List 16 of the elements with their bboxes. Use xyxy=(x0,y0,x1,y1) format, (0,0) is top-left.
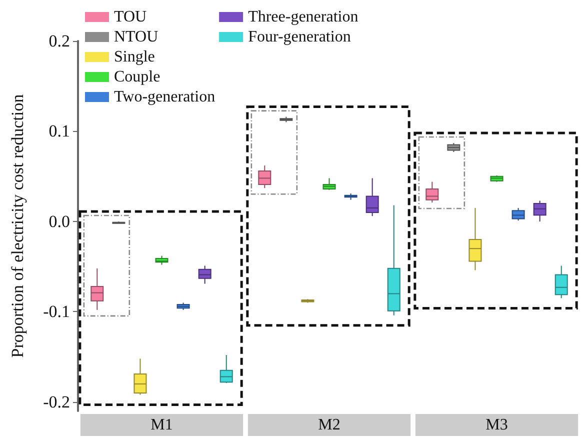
y-tick-label: 0.1 xyxy=(48,122,70,141)
y-axis-title: Proportion of electricity cost reduction xyxy=(8,94,27,358)
y-tick-label: -0.1 xyxy=(43,302,70,322)
y-tick-label: 0.2 xyxy=(48,32,70,50)
x-tick-label: M2 xyxy=(318,416,340,434)
legend-label: Single xyxy=(114,48,155,66)
y-tick-label: -0.2 xyxy=(43,392,70,412)
x-tick-label: M1 xyxy=(150,416,173,434)
legend-label: Three-generation xyxy=(248,8,358,26)
legend-label: TOU xyxy=(114,8,148,26)
y-tick-label: 0.0 xyxy=(48,212,70,231)
x-tick-label: M3 xyxy=(486,416,508,434)
legend-label: NTOU xyxy=(114,28,159,46)
legend-label: Couple xyxy=(114,68,160,86)
legend-label: Four-generation xyxy=(248,28,351,46)
legend-label: Two-generation xyxy=(114,88,216,106)
